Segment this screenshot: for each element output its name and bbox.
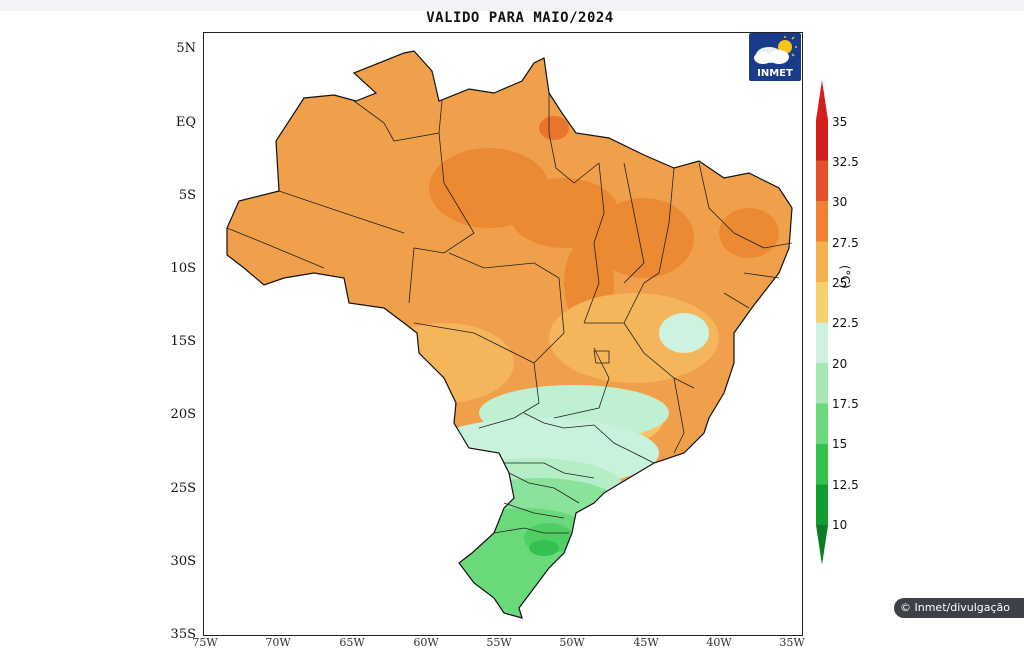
legend-label-15: 15 xyxy=(832,437,848,451)
legend-label-32-5: 32.5 xyxy=(832,155,859,169)
map-title: VALIDO PARA MAIO/2024 xyxy=(426,10,614,26)
colorbar-bottom-arrow xyxy=(816,525,828,565)
map-frame xyxy=(203,32,803,636)
temperature-colorbar xyxy=(816,80,828,565)
lat-label-35s: 35S xyxy=(170,627,196,642)
lat-label-15s: 15S xyxy=(170,334,196,349)
legend-label-17-5: 17.5 xyxy=(832,397,859,411)
legend-label-22-5: 22.5 xyxy=(832,316,859,330)
legend-label-20: 20 xyxy=(832,357,848,371)
lon-label-50w: 50W xyxy=(559,636,585,649)
colorbar-segment xyxy=(816,444,828,485)
legend-label-12-5: 12.5 xyxy=(832,478,859,492)
legend-label-27-5: 27.5 xyxy=(832,236,859,250)
colorbar-segment xyxy=(816,241,828,283)
lat-label-5s: 5S xyxy=(178,188,196,203)
lon-label-75w: 75W xyxy=(192,636,218,649)
lon-label-55w: 55W xyxy=(486,636,512,649)
lon-label-65w: 65W xyxy=(339,636,365,649)
colorbar-top-arrow xyxy=(816,80,828,120)
legend-label-10: 10 xyxy=(832,518,848,532)
colorbar-segment xyxy=(816,201,828,242)
colorbar-segment xyxy=(816,282,828,323)
colorbar-segment xyxy=(816,363,828,404)
logo-text: INMET xyxy=(757,68,793,79)
lon-label-40w: 40W xyxy=(706,636,732,649)
lat-label-5n: 5N xyxy=(176,41,196,56)
lat-label-25s: 25S xyxy=(170,481,196,496)
colorbar-segment xyxy=(816,120,828,161)
lon-label-60w: 60W xyxy=(413,636,439,649)
brazil-temperature-map xyxy=(226,50,793,619)
inmet-logo: INMET xyxy=(749,33,801,81)
sun-cloud-icon xyxy=(754,36,797,64)
colorbar-segment xyxy=(816,403,828,445)
legend-label-35: 35 xyxy=(832,115,848,129)
lon-label-45w: 45W xyxy=(633,636,659,649)
legend-unit: (°C) xyxy=(838,265,852,289)
legend-label-25: 25 xyxy=(832,276,848,290)
top-bar xyxy=(0,0,1024,11)
colorbar-segment xyxy=(816,322,828,364)
legend-label-30: 30 xyxy=(832,195,848,209)
colorbar-segment xyxy=(816,160,828,202)
colorbar-segment xyxy=(816,484,828,526)
lat-label-10s: 10S xyxy=(170,261,196,276)
photo-credit: © Inmet/divulgação xyxy=(894,598,1024,618)
lat-label-eq: EQ xyxy=(175,115,196,130)
lon-label-35w: 35W xyxy=(779,636,805,649)
lat-label-20s: 20S xyxy=(170,407,196,422)
lon-label-70w: 70W xyxy=(265,636,291,649)
lat-label-30s: 30S xyxy=(170,554,196,569)
